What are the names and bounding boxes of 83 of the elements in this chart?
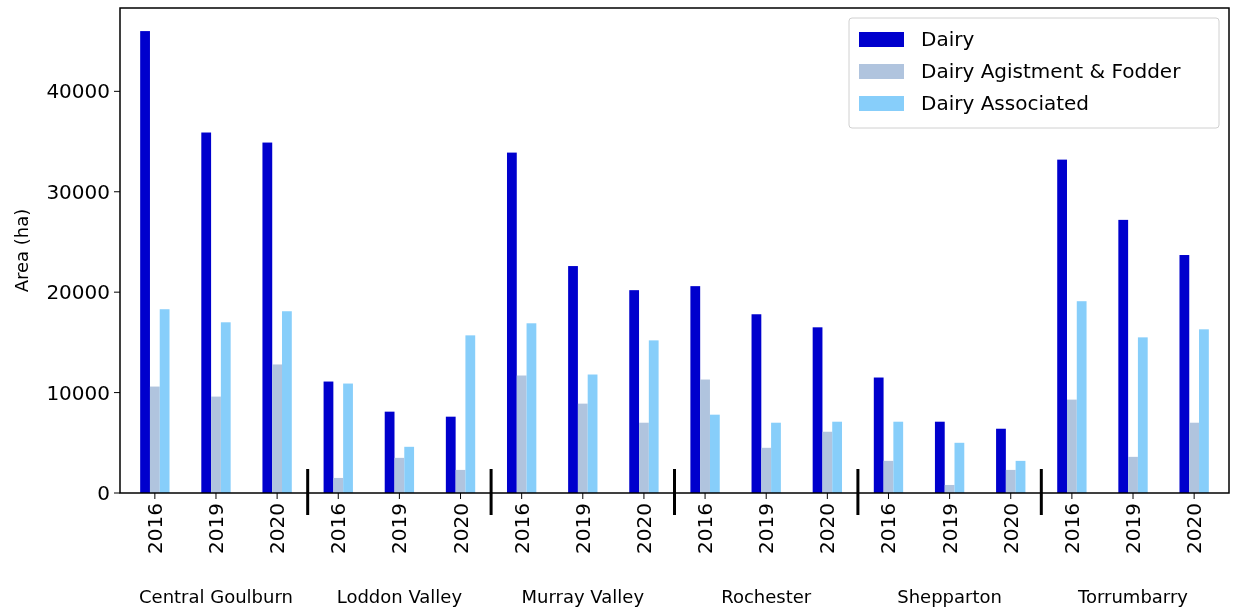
x-tick-label: 2019 <box>1121 503 1146 554</box>
y-axis-title: Area (ha) <box>11 208 32 293</box>
x-tick-label: 2016 <box>142 503 167 554</box>
y-tick-label: 40000 <box>46 79 110 104</box>
bar <box>404 446 415 493</box>
y-tick-label: 0 <box>97 481 110 505</box>
bar <box>568 266 578 493</box>
bar <box>812 327 823 493</box>
y-tick-label: 20000 <box>46 280 110 305</box>
text: Shepparton <box>897 586 1002 607</box>
bar <box>1057 159 1067 493</box>
bar <box>873 377 884 493</box>
x-tick-label: 2016 <box>1059 503 1084 554</box>
bar <box>629 290 640 493</box>
bar <box>587 374 598 493</box>
x-tick-label: 2019 <box>570 503 595 554</box>
bar <box>394 457 405 493</box>
bar <box>822 431 833 493</box>
bar <box>1179 255 1190 493</box>
bar <box>771 422 781 493</box>
legend-label: Dairy Agistment & Fodder <box>921 59 1182 83</box>
text: Loddon Valley <box>336 586 463 607</box>
bar <box>1005 469 1016 493</box>
bar <box>516 375 527 493</box>
x-tick-label: 2019 <box>754 503 779 554</box>
bar <box>832 421 843 493</box>
bar <box>465 335 476 493</box>
x-tick-label: 2020 <box>1182 503 1207 554</box>
bar <box>384 411 395 493</box>
x-tick-label: 2020 <box>998 503 1023 554</box>
x-tick-label: 2019 <box>387 503 412 554</box>
bar <box>1076 301 1087 493</box>
bar <box>761 447 772 493</box>
legend-label: Dairy Associated <box>921 91 1090 115</box>
bar <box>272 364 283 493</box>
bar <box>1066 399 1077 493</box>
x-tick-label: 2016 <box>326 503 351 554</box>
bar <box>709 414 720 493</box>
bar <box>343 383 353 493</box>
bar <box>506 152 517 493</box>
text: Torrumbarry <box>1077 586 1189 607</box>
x-tick-label: 2020 <box>265 503 290 554</box>
bar <box>1199 329 1209 493</box>
bar <box>149 386 160 493</box>
text: Central Goulburn <box>139 586 293 607</box>
bar <box>526 323 537 493</box>
x-tick-label: 2020 <box>815 503 840 554</box>
bar <box>893 421 904 493</box>
bar <box>333 477 344 493</box>
bar <box>323 381 334 493</box>
x-tick-label: 2016 <box>693 503 718 554</box>
x-tick-label: 2019 <box>203 503 228 554</box>
bar <box>700 379 710 493</box>
bar <box>220 322 231 493</box>
bar <box>648 340 659 493</box>
bar <box>639 422 649 493</box>
bar <box>996 428 1006 493</box>
text: Rochester <box>721 586 812 607</box>
y-tick-label: 10000 <box>46 380 110 405</box>
bar <box>445 416 456 493</box>
bar <box>1118 219 1129 493</box>
text: Murray Valley <box>521 586 645 607</box>
bar <box>282 311 292 493</box>
bar <box>751 314 762 493</box>
bar <box>1189 422 1200 493</box>
bar <box>140 31 150 493</box>
x-tick-label: 2019 <box>937 503 962 554</box>
legend-label: Dairy <box>921 27 975 51</box>
x-tick-label: 2020 <box>631 503 656 554</box>
bar <box>577 403 588 493</box>
bar <box>690 286 701 493</box>
x-tick-label: 2016 <box>876 503 901 554</box>
bar <box>934 421 945 493</box>
bar <box>201 132 212 493</box>
x-tick-label: 2020 <box>448 503 473 554</box>
x-tick-label: 2016 <box>509 503 534 554</box>
bar <box>262 142 273 493</box>
y-tick-label: 30000 <box>46 179 110 204</box>
bar <box>1137 337 1148 493</box>
bar <box>954 442 965 493</box>
bar <box>211 396 221 493</box>
bar <box>159 309 170 493</box>
bar <box>1128 456 1138 493</box>
